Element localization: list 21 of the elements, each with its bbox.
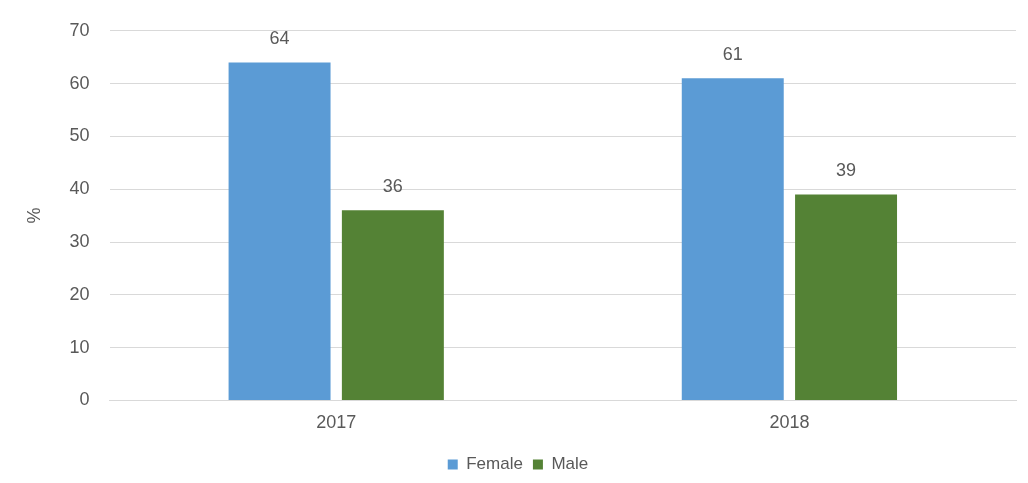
y-tick-label: 50 (69, 125, 90, 146)
legend-label: Female (466, 454, 523, 474)
y-tick-label: 10 (69, 336, 90, 357)
bar (228, 62, 331, 400)
bar (795, 194, 898, 400)
x-tick-label: 2018 (769, 412, 810, 433)
bar (341, 210, 444, 400)
x-tick-label: 2017 (316, 412, 357, 433)
y-tick-label: 40 (69, 178, 90, 199)
y-tick-label: 20 (69, 283, 90, 304)
data-label: 39 (836, 160, 857, 181)
data-label: 64 (269, 28, 290, 49)
data-label: 61 (722, 44, 743, 65)
y-tick-label: 0 (79, 389, 90, 410)
legend-label: Male (551, 454, 589, 474)
y-tick-label: 30 (69, 230, 90, 251)
y-axis-title: % (23, 207, 44, 224)
data-label: 36 (382, 176, 403, 197)
bar (681, 78, 784, 400)
y-tick-label: 60 (69, 72, 90, 93)
y-tick-label: 70 (69, 19, 90, 40)
